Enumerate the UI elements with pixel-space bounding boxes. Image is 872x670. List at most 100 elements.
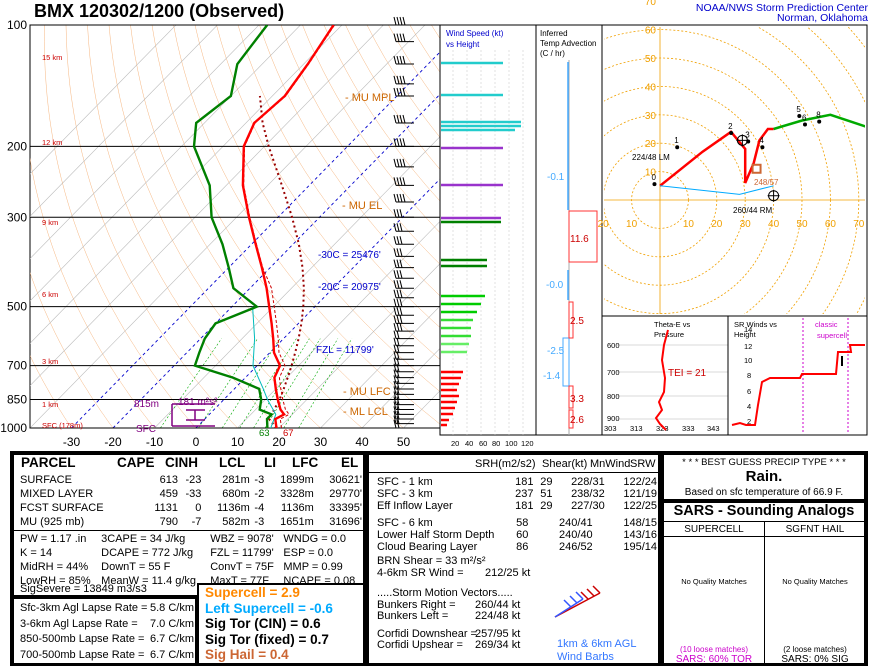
parcel-header-cinh: CINH — [165, 455, 198, 470]
pressure-label: 300 — [7, 210, 27, 224]
height-label-1km: 1 km — [42, 400, 58, 409]
sr-winds-frame — [727, 315, 868, 436]
parcel-cell: 0 — [195, 502, 202, 514]
kinematics-cell: 29 — [540, 500, 553, 512]
wind-speed-title-1: Wind Speed (kt) — [446, 29, 504, 38]
isotherm — [278, 263, 440, 428]
bunkers-right-label: 260/44 RM — [733, 206, 772, 215]
kinematics-cell: 29 — [540, 476, 553, 488]
misc-cell: 3CAPE = 34 J/kg — [101, 533, 186, 545]
sfc-dewpoint-f: 63 — [259, 428, 270, 439]
lapse-rate-cell: 700-500mb Lapse Rate = — [20, 648, 145, 661]
dry-adiabat — [280, 25, 440, 265]
kinematics-row: SFC - 3 km 237 51 238/32 121/19 — [377, 488, 657, 500]
sars-col-hail: SGFNT HAIL — [785, 524, 845, 535]
sars-col-supercell: SUPERCELL — [684, 524, 744, 535]
wind-barb — [393, 158, 414, 168]
hodograph-point — [746, 139, 751, 144]
parcel-cell: 281m — [222, 474, 250, 486]
supercell-value: Supercell = 2.9 — [205, 585, 300, 600]
sfc-temperature-f: 67 — [283, 428, 294, 439]
parcel-cell: 1899m — [280, 474, 314, 486]
hodograph-point — [729, 131, 734, 135]
hodograph-point-label: 4 — [759, 136, 764, 145]
skewt-panel: 100 200 300 500 700 850 1000 -30 -20 -10 0 10 20 30 40… — [0, 16, 441, 449]
height-label-15km: 15 km — [42, 53, 62, 62]
classic-label-2: supercell — [817, 331, 847, 340]
advection-bar-warm-500 — [568, 301, 574, 339]
hodograph-point-label: 0 — [651, 173, 656, 182]
storm-motion-title: .....Storm Motion Vectors..... — [377, 587, 513, 599]
temperature-tick-label: -20 — [104, 435, 122, 449]
kinematics-cell: 240/40 — [559, 529, 593, 541]
wind-barb — [393, 193, 414, 203]
effective-inflow-marker: 815m 181 m²s² SFC — [134, 397, 218, 435]
advection-bar-warm-850 — [568, 385, 574, 409]
wind-barb — [393, 75, 414, 85]
lapse-rate-panel: Sfc-3km Agl Lapse Rate = 5.8 C/km 3-6km Ag… — [12, 597, 197, 665]
sig-tor-fixed-value: Sig Tor (fixed) = 0.7 — [205, 631, 329, 647]
height-label-9km: 9 km — [42, 218, 58, 227]
dry-adiabat — [30, 272, 114, 428]
kinematics-cell: 143/16 — [623, 529, 657, 541]
parcel-cell: 31696' — [329, 516, 362, 528]
hodograph-ring-label: 60 — [645, 26, 657, 37]
misc-cell: ESP = 0.0 — [283, 547, 334, 559]
hodograph-point — [817, 119, 822, 124]
kinematics-cell: SFC - 3 km — [377, 488, 433, 500]
parcel-cell: MIXED LAYER — [20, 488, 94, 500]
temperature-tick-label: 0 — [193, 435, 200, 449]
chart-title: BMX 120302/1200 (Observed) — [34, 1, 284, 21]
left-supercell-value: Left Supercell = -0.6 — [205, 600, 333, 616]
theta-y-700: 700 — [607, 368, 620, 377]
hodograph-axis-label: 60 — [825, 219, 837, 230]
isotherm — [30, 25, 177, 175]
corfidi-down-label: Corfidi Downshear = — [377, 628, 477, 640]
sr-winds-panel: SR Winds vs Height classic supercell 14 … — [727, 315, 868, 436]
m30c-height-label: -30C = 25476' — [318, 250, 381, 261]
wind-speed-panel: Wind Speed (kt) vs Height 20 40 60 80 10… — [439, 24, 537, 448]
corfidi-up-value: 269/34 kt — [475, 639, 521, 651]
sars-result-supercell: SARS: 60% TOR — [675, 654, 753, 665]
mu-mpl-label: - MU MPL — [345, 92, 395, 104]
isotherm — [320, 305, 440, 428]
lapse-rate-row: 850-500mb Lapse Rate = 6.7 C/km — [20, 632, 194, 648]
wind-barbs-column — [393, 16, 414, 429]
eff-inflow-helicity-label: 181 m²s² — [178, 397, 218, 408]
ws-axis-80: 80 — [492, 439, 500, 448]
eff-inflow-sfc-label: SFC — [136, 424, 156, 435]
ml-lcl-label: - ML LCL — [343, 406, 388, 418]
eff-inflow-top-label: 815m — [134, 399, 159, 410]
temperature-tick-label: 40 — [355, 435, 369, 449]
wind-speed-title-2: vs Height — [446, 40, 480, 49]
parcel-rows: SURFACE 613 -23 281m -3 1899m 30621' MIXED LAYE… — [20, 473, 362, 529]
misc-cell: WNDG = 0.0 — [283, 533, 347, 545]
sr-y-8: 8 — [747, 371, 751, 380]
parcel-header-el: EL — [341, 455, 359, 470]
kin-header-srw: SRW — [630, 458, 656, 470]
pressure-label: 850 — [7, 393, 27, 407]
parcel-cell: 30621' — [329, 474, 362, 486]
sr-winds-profile — [731, 344, 865, 426]
dry-adiabat — [259, 25, 440, 297]
parcel-cell: -3 — [254, 474, 265, 486]
theta-e-profile — [654, 329, 669, 431]
wetbulb-trace — [252, 306, 277, 428]
indices-panel: Supercell = 2.9 Left Supercell = -0.6 Si… — [197, 583, 365, 665]
misc-cell: FZL = 11799' — [210, 547, 274, 559]
kin-header-shear: Shear(kt) — [542, 458, 588, 470]
lapse-rate-cell: 7.0 C/km — [149, 617, 194, 630]
sr-y-4: 4 — [747, 402, 751, 411]
hodograph-axis-label: 70 — [853, 219, 865, 230]
wind-speed-frame — [439, 24, 537, 436]
mixing-ratio-line — [239, 338, 297, 428]
misc-cell: PW = 1.17 .in — [20, 533, 87, 545]
wind-barb — [393, 223, 414, 232]
hodograph-axis-label: 40 — [768, 219, 780, 230]
kinematics-panel: SRH(m2/s2) Shear(kt) MnWind SRW SFC - 1 … — [367, 453, 660, 665]
wind-barb — [393, 406, 414, 415]
hodograph-point — [760, 145, 765, 150]
agl-wind-barbs-icon — [554, 585, 601, 618]
kinematics-cell: 228/31 — [571, 476, 605, 488]
kinematics-row: Lower Half Storm Depth 60 240/40 143/16 — [377, 529, 657, 541]
